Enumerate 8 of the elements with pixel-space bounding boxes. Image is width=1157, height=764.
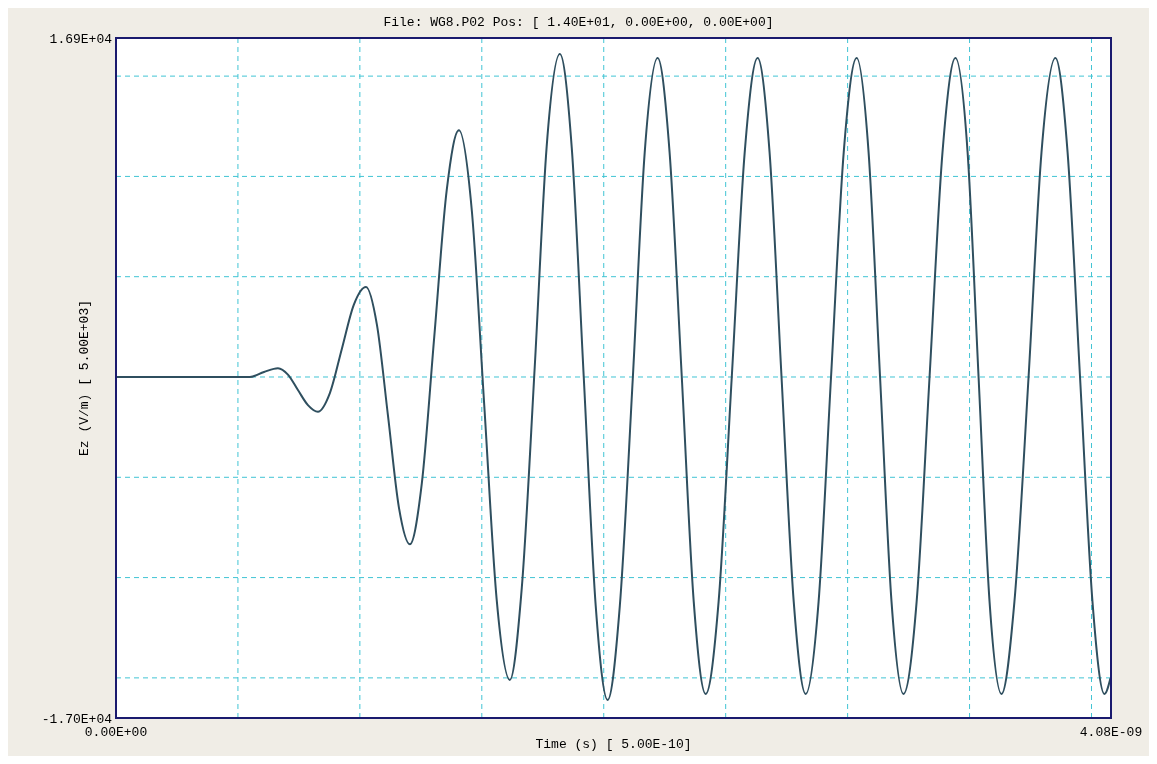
- y-axis-title: Ez (V/m) [ 5.00E+03]: [77, 299, 92, 457]
- y-tick-label: 1.69E+04: [49, 31, 113, 47]
- x-tick-label: 4.08E-09: [1079, 725, 1143, 740]
- x-axis-title: Time (s) [ 5.00E-10]: [535, 737, 692, 752]
- y-tick-label: -1.70E+04: [41, 711, 113, 727]
- line-series: [115, 53, 1112, 701]
- x-tick-label: 0.00E+00: [84, 725, 148, 740]
- chart-title: File: WG8.P02 Pos: [ 1.40E+01, 0.00E+00, 0.00E+00]: [383, 15, 774, 30]
